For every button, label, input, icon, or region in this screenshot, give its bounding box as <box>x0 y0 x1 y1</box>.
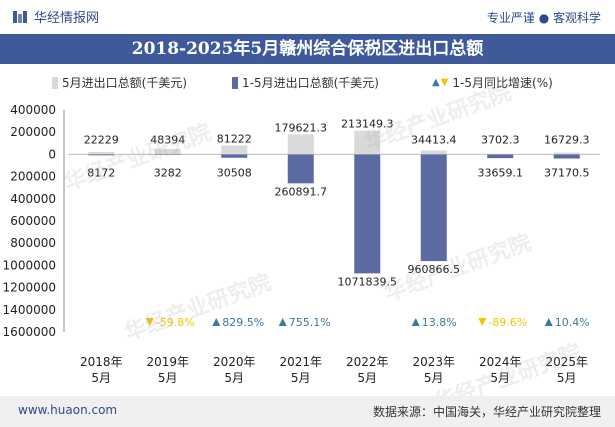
brand-logo-icon <box>13 10 27 23</box>
data-label-monthly: 48394 <box>150 133 185 146</box>
data-label-cumulative: 1071839.5 <box>338 275 398 288</box>
growth-label: -59.8% <box>156 316 195 329</box>
legend-item-monthly: 5月进出口总额(千美元) <box>52 74 187 91</box>
bar-monthly <box>221 145 248 155</box>
y-tick-label: 400000 <box>10 192 56 206</box>
data-label-monthly: 213149.3 <box>341 118 394 131</box>
data-label-cumulative: 8172 <box>87 166 115 179</box>
x-tick-label: 2021年 <box>279 355 322 369</box>
x-tick-label: 5月 <box>490 371 510 385</box>
y-tick-label: 200000 <box>10 170 56 184</box>
x-tick-label: 5月 <box>424 371 444 385</box>
x-tick-label: 5月 <box>224 371 244 385</box>
legend-label-monthly: 5月进出口总额(千美元) <box>62 76 187 90</box>
footer-source: 数据来源：中国海关，华经产业研究院整理 <box>372 405 601 419</box>
data-label-monthly: 179621.3 <box>275 121 328 134</box>
data-label-monthly: 34413.4 <box>411 133 457 146</box>
legend-item-growth: ▲ ▼ 1-5月同比增速(%) <box>432 74 553 91</box>
growth-down-icon <box>145 318 154 326</box>
y-tick-label: 600000 <box>10 214 56 228</box>
data-label-cumulative: 3282 <box>154 166 182 179</box>
growth-label: -89.6% <box>488 316 527 329</box>
legend-swatch-cumulative <box>232 76 238 89</box>
footer: www.huaon.com 数据来源：中国海关，华经产业研究院整理 <box>0 396 615 427</box>
bar-cumulative <box>287 154 314 184</box>
growth-up-icon <box>544 318 553 326</box>
bar-monthly <box>354 130 381 155</box>
legend-label-cumulative: 1-5月进出口总额(千美元) <box>242 76 379 90</box>
data-label-cumulative: 260891.7 <box>275 185 328 198</box>
bar-cumulative <box>154 154 181 155</box>
bar-monthly <box>420 150 447 155</box>
legend: 5月进出口总额(千美元) 1-5月进出口总额(千美元) ▲ ▼ 1-5月同比增速(… <box>0 74 615 94</box>
x-tick-label: 2024年 <box>479 355 522 369</box>
tagline: 专业严谨 ● 客观科学 <box>486 11 601 25</box>
data-label-cumulative: 30508 <box>217 166 252 179</box>
bar-cumulative <box>553 154 580 159</box>
x-tick-label: 2023年 <box>412 355 455 369</box>
bar-cumulative <box>420 154 447 262</box>
top-bar: 华经情报网 专业严谨 ● 客观科学 <box>0 0 615 34</box>
data-label-cumulative: 37170.5 <box>544 166 590 179</box>
growth-up-icon <box>212 318 221 326</box>
y-tick-label: 800000 <box>10 236 56 250</box>
y-tick-label: 1600000 <box>3 325 56 339</box>
legend-item-cumulative: 1-5月进出口总额(千美元) <box>232 74 379 91</box>
chart-area: 400000 200000 0 200000 400000 600000 800000 100… <box>3 103 600 385</box>
y-tick-label: 1000000 <box>3 258 56 272</box>
x-tick-label: 5月 <box>557 371 577 385</box>
legend-triangle-icon: ▲ ▼ <box>432 77 449 88</box>
data-label-monthly: 81222 <box>217 132 252 145</box>
growth-label: 755.1% <box>289 316 331 329</box>
x-tick-label: 5月 <box>158 371 178 385</box>
brand[interactable]: 华经情报网 <box>12 7 99 26</box>
data-label-cumulative: 33659.1 <box>478 166 524 179</box>
bar-monthly <box>154 149 181 155</box>
growth-down-icon <box>478 318 487 326</box>
bar-cumulative <box>354 154 381 274</box>
x-tick-label: 2025年 <box>545 355 588 369</box>
growth-up-icon <box>411 318 420 326</box>
y-tick-label: 1200000 <box>3 281 56 295</box>
y-tick-label: 0 <box>48 147 56 161</box>
data-label-monthly: 22229 <box>84 133 119 146</box>
data-label-cumulative: 960866.5 <box>408 263 461 276</box>
growth-label: 10.4% <box>555 316 590 329</box>
footer-website[interactable]: www.huaon.com <box>18 403 118 417</box>
bar-cumulative <box>221 154 248 158</box>
bar-monthly <box>88 151 115 155</box>
data-label-monthly: 16729.3 <box>544 133 590 146</box>
y-tick-label: 1400000 <box>3 303 56 317</box>
growth-label: 829.5% <box>222 316 264 329</box>
x-tick-label: 5月 <box>357 371 377 385</box>
brand-name: 华经情报网 <box>34 11 100 26</box>
x-tick-label: 2020年 <box>213 355 256 369</box>
chart-title: 2018-2025年5月赣州综合保税区进出口总额 <box>131 39 484 59</box>
y-tick-label: 200000 <box>10 125 56 139</box>
legend-label-growth: 1-5月同比增速(%) <box>452 76 553 90</box>
growth-up-icon <box>278 318 287 326</box>
y-tick-label: 400000 <box>10 103 56 117</box>
x-tick-label: 5月 <box>91 371 111 385</box>
x-tick-label: 5月 <box>291 371 311 385</box>
title-bar: 2018-2025年5月赣州综合保税区进出口总额 <box>0 34 615 64</box>
bar-monthly <box>287 134 314 155</box>
x-tick-label: 2022年 <box>346 355 389 369</box>
x-tick-label: 2018年 <box>80 355 123 369</box>
data-label-monthly: 3702.3 <box>481 133 520 146</box>
bar-cumulative <box>487 154 514 159</box>
bar-monthly <box>487 153 514 155</box>
bar-cumulative <box>88 154 115 156</box>
bar-monthly <box>553 152 580 155</box>
x-tick-label: 2019年 <box>146 355 189 369</box>
legend-swatch-monthly <box>52 76 58 89</box>
growth-label: 13.8% <box>422 316 457 329</box>
